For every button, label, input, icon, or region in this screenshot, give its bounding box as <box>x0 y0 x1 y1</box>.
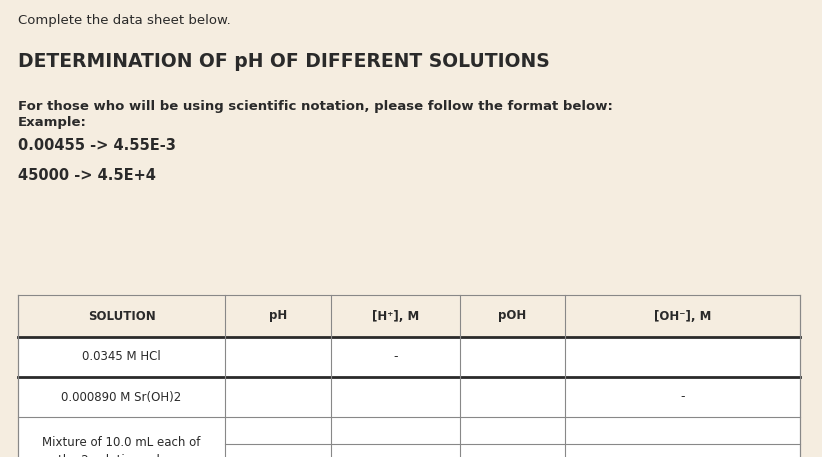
Text: SOLUTION: SOLUTION <box>88 309 155 323</box>
Text: [H⁺], M: [H⁺], M <box>372 309 419 323</box>
Text: pH: pH <box>269 309 287 323</box>
Text: DETERMINATION OF pH OF DIFFERENT SOLUTIONS: DETERMINATION OF pH OF DIFFERENT SOLUTIO… <box>18 52 550 71</box>
Bar <box>18 417 800 457</box>
Text: -: - <box>681 390 685 404</box>
Text: [OH⁻], M: [OH⁻], M <box>654 309 711 323</box>
Text: pOH: pOH <box>498 309 527 323</box>
Text: 0.000890 M Sr(OH)2: 0.000890 M Sr(OH)2 <box>62 390 182 404</box>
Bar <box>18 377 800 417</box>
Text: 0.00455 -> 4.55E-3: 0.00455 -> 4.55E-3 <box>18 138 176 153</box>
Bar <box>18 337 800 377</box>
Text: Complete the data sheet below.: Complete the data sheet below. <box>18 14 231 27</box>
Text: Mixture of 10.0 mL each of
the 2 solutions above: Mixture of 10.0 mL each of the 2 solutio… <box>43 436 201 457</box>
Text: 45000 -> 4.5E+4: 45000 -> 4.5E+4 <box>18 168 156 183</box>
Bar <box>18 295 800 337</box>
Text: 0.0345 M HCl: 0.0345 M HCl <box>82 351 161 363</box>
Text: -: - <box>393 351 398 363</box>
Text: For those who will be using scientific notation, please follow the format below:: For those who will be using scientific n… <box>18 100 613 129</box>
